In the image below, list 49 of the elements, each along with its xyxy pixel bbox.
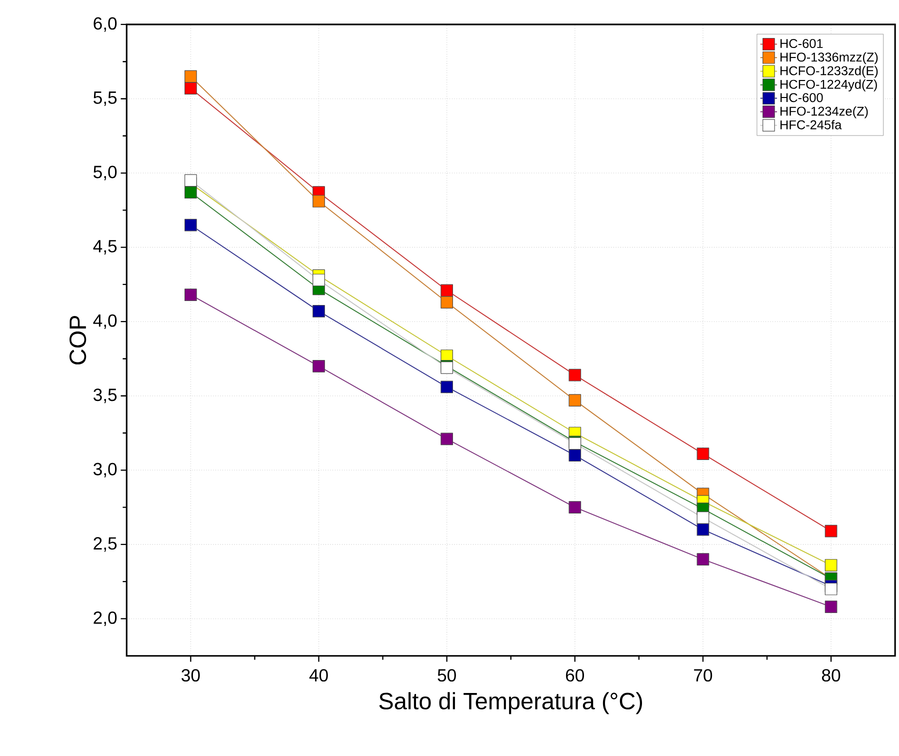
y-tick-label: 2,0 (94, 612, 117, 626)
x-axis-title: Salto di Temperatura (°C) (379, 692, 642, 714)
y-tick-label: 2,5 (94, 537, 117, 552)
point (184, 174, 197, 187)
point (184, 186, 197, 199)
legend-label: HFC-245fa (780, 120, 842, 130)
y-tick-label: 5,0 (94, 166, 117, 180)
point (184, 219, 197, 232)
y-tick-label: 6,0 (94, 17, 117, 32)
point (696, 448, 710, 460)
point (824, 525, 838, 538)
legend-label: HFO-1336mzz(Z) (780, 52, 878, 64)
point (312, 360, 325, 372)
x-tick-label: 70 (694, 669, 712, 682)
point (184, 82, 197, 95)
point (184, 288, 197, 302)
x-tick-label: 50 (438, 669, 456, 682)
point (440, 432, 453, 446)
point (824, 559, 838, 572)
y-tick-label: 3,5 (94, 388, 117, 404)
x-tick-label: 40 (309, 669, 328, 682)
point (184, 70, 197, 83)
y-axis-title: COP (69, 316, 86, 365)
point (568, 449, 582, 462)
point (568, 369, 582, 382)
legend-label: HCFO-1233zd(E) (780, 66, 878, 78)
point (568, 394, 582, 407)
point (568, 501, 582, 514)
y-tick-label: 3,0 (94, 463, 117, 478)
x-tick-label: 30 (182, 669, 200, 682)
point (312, 274, 325, 286)
y-tick-label: 4,0 (93, 314, 117, 330)
legend-label: HC-600 (780, 93, 823, 102)
y-tick-label: 5,5 (94, 92, 117, 106)
x-tick-label: 80 (822, 669, 840, 682)
point (312, 305, 325, 318)
point (824, 582, 838, 596)
point (440, 284, 453, 297)
point (696, 524, 710, 536)
legend-label: HFO-1234ze(Z) (780, 106, 868, 118)
point (440, 380, 453, 394)
legend-label: HCFO-1224yd(Z) (780, 80, 877, 92)
point (440, 296, 453, 309)
y-tick-label: 4,5 (93, 240, 117, 255)
point (312, 195, 325, 208)
x-tick-label: 60 (566, 669, 584, 682)
legend-label: HC-601 (780, 39, 823, 48)
point (696, 553, 710, 566)
point (824, 600, 838, 614)
